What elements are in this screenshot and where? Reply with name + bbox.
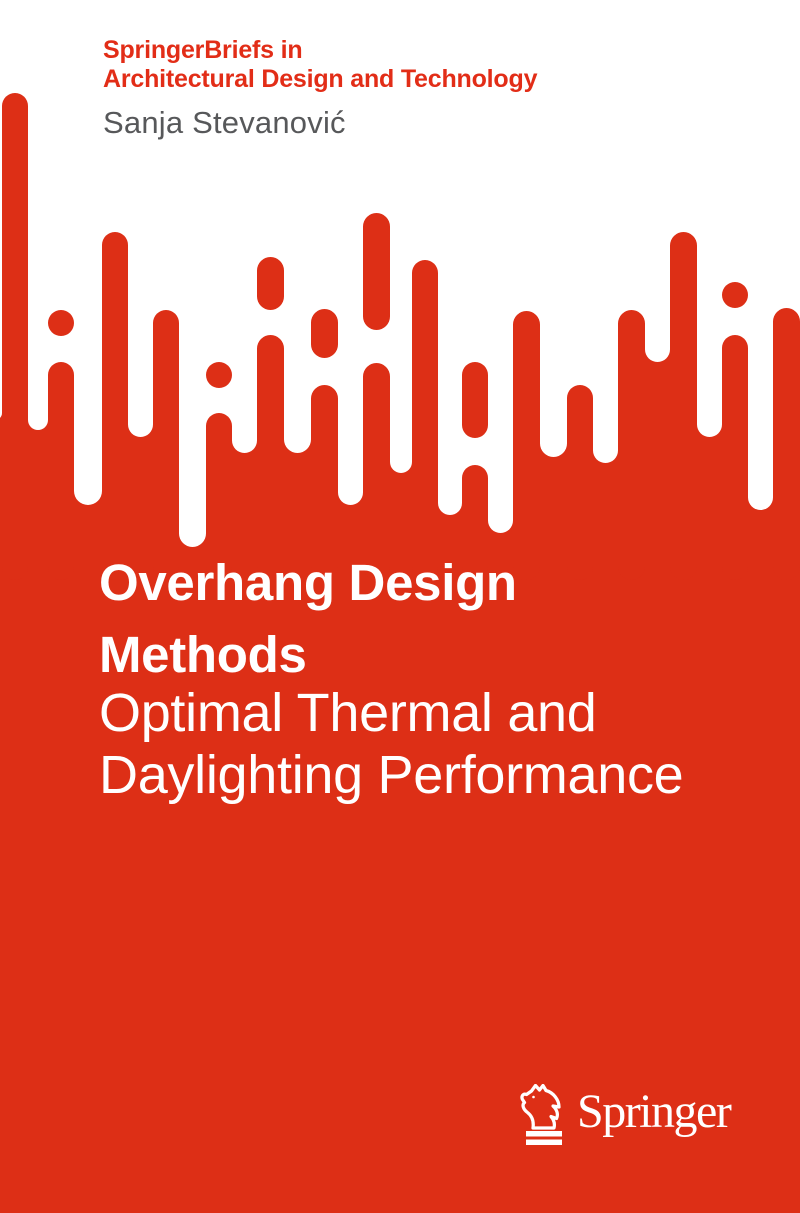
pattern-gap: [128, 342, 153, 437]
pattern-bar: [618, 310, 645, 580]
knight-eye: [532, 1095, 535, 1099]
springer-knight-icon: [520, 1084, 562, 1145]
publisher-logo: Springer: [520, 1084, 732, 1145]
publisher-name: Springer: [577, 1085, 732, 1138]
gap-filler: [128, 417, 153, 564]
pattern-bar: [513, 311, 540, 580]
book-title-line2: Methods: [99, 626, 307, 683]
pattern-bar: [48, 362, 74, 580]
pattern-gap: [697, 342, 722, 437]
pattern-gap: [74, 410, 102, 505]
pattern-gap: [593, 368, 618, 463]
book-subtitle-line2: Daylighting Performance: [99, 745, 684, 805]
gap-filler: [645, 342, 670, 564]
pattern-bar: [773, 308, 800, 580]
book-subtitle-line1: Optimal Thermal and: [99, 683, 597, 743]
red-field: [0, 550, 800, 1213]
gap-filler: [540, 437, 567, 564]
gap-filler: [232, 433, 257, 564]
gap-filler: [697, 417, 722, 564]
gap-filler: [0, 400, 2, 564]
pattern-gap: [179, 452, 206, 547]
book-title-line1: Overhang Design: [99, 554, 517, 611]
pattern-gap: [28, 335, 48, 430]
pattern-bar: [206, 413, 232, 580]
pattern-bar: [2, 93, 28, 580]
gap-filler: [284, 433, 311, 564]
pattern-gap: [284, 358, 311, 453]
pattern-gap: [232, 358, 257, 453]
pattern-dot: [722, 282, 748, 308]
gap-filler: [28, 410, 48, 564]
pattern-gap: [390, 378, 412, 473]
series-title-line1: SpringerBriefs in: [103, 36, 303, 64]
pattern-bar: [153, 310, 179, 580]
book-title: Overhang Design Methods: [99, 547, 517, 691]
gap-filler: [390, 453, 412, 564]
pattern-capsule: [257, 257, 284, 310]
gap-filler: [593, 443, 618, 564]
pattern-bar: [567, 385, 593, 580]
pattern-bar: [363, 363, 390, 580]
pattern-bar: [462, 465, 488, 580]
book-subtitle: Optimal Thermal and Daylighting Performa…: [99, 682, 684, 806]
pattern-bar: [412, 260, 438, 580]
author-name: Sanja Stevanović: [103, 105, 346, 140]
pattern-gap: [0, 327, 2, 418]
pattern-dot: [206, 362, 232, 388]
series-title-line2: Architectural Design and Technology: [103, 65, 538, 93]
pattern-gap: [645, 267, 670, 362]
pattern-bar: [311, 385, 338, 580]
pattern-gap: [338, 410, 363, 505]
pattern-gap: [488, 438, 513, 533]
pattern-bar: [722, 335, 748, 580]
pattern-capsule: [462, 362, 488, 438]
pattern-bar: [670, 232, 697, 580]
series-title: SpringerBriefs in Architectural Design a…: [103, 36, 537, 94]
pattern-dot: [48, 310, 74, 336]
pattern-gap: [540, 362, 567, 457]
pattern-bar: [257, 335, 284, 580]
pattern-capsule: [363, 213, 390, 330]
pattern-bar: [102, 232, 128, 580]
pattern-capsule: [311, 309, 338, 358]
pattern-gap: [748, 415, 773, 510]
pattern-gap: [438, 420, 462, 515]
